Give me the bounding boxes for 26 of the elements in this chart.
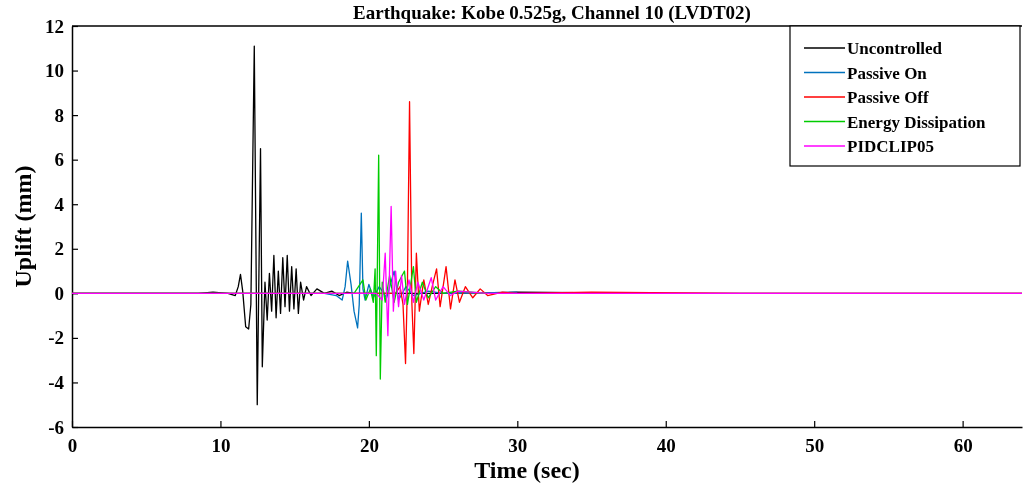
x-tick-label: 60 [953, 435, 973, 456]
x-tick-label: 0 [67, 435, 78, 456]
y-tick-label: 8 [54, 104, 64, 126]
legend-label: Passive On [847, 63, 928, 83]
y-axis-title: Uplift (mm) [10, 165, 36, 288]
y-tick-label: 2 [54, 238, 64, 260]
y-tick-label: 10 [45, 60, 64, 82]
legend-label: Energy Dissipation [847, 112, 986, 132]
y-tick-label: 0 [54, 282, 64, 304]
line-series [71, 205, 1023, 337]
y-tick-label: 6 [54, 149, 64, 171]
x-tick-label: 10 [211, 435, 231, 456]
legend-label: Passive Off [847, 88, 930, 107]
x-tick-label: 50 [805, 435, 825, 456]
y-tick-label: -4 [48, 372, 65, 394]
y-tick-label: 12 [45, 15, 64, 37]
legend-label: Uncontrolled [847, 39, 943, 58]
y-tick-label: -2 [48, 327, 64, 349]
y-tick-label: 4 [54, 193, 65, 215]
legend-label: PIDCLIP05 [847, 137, 934, 156]
x-tick-label: 20 [359, 435, 379, 456]
x-tick-label: 40 [656, 435, 676, 456]
y-tick-label: -6 [48, 416, 64, 438]
x-tick-label: 30 [508, 435, 528, 456]
x-axis-title: Time (sec) [474, 457, 580, 483]
chart-title: Earthquake: Kobe 0.525g, Channel 10 (LVDT02) [353, 2, 751, 24]
